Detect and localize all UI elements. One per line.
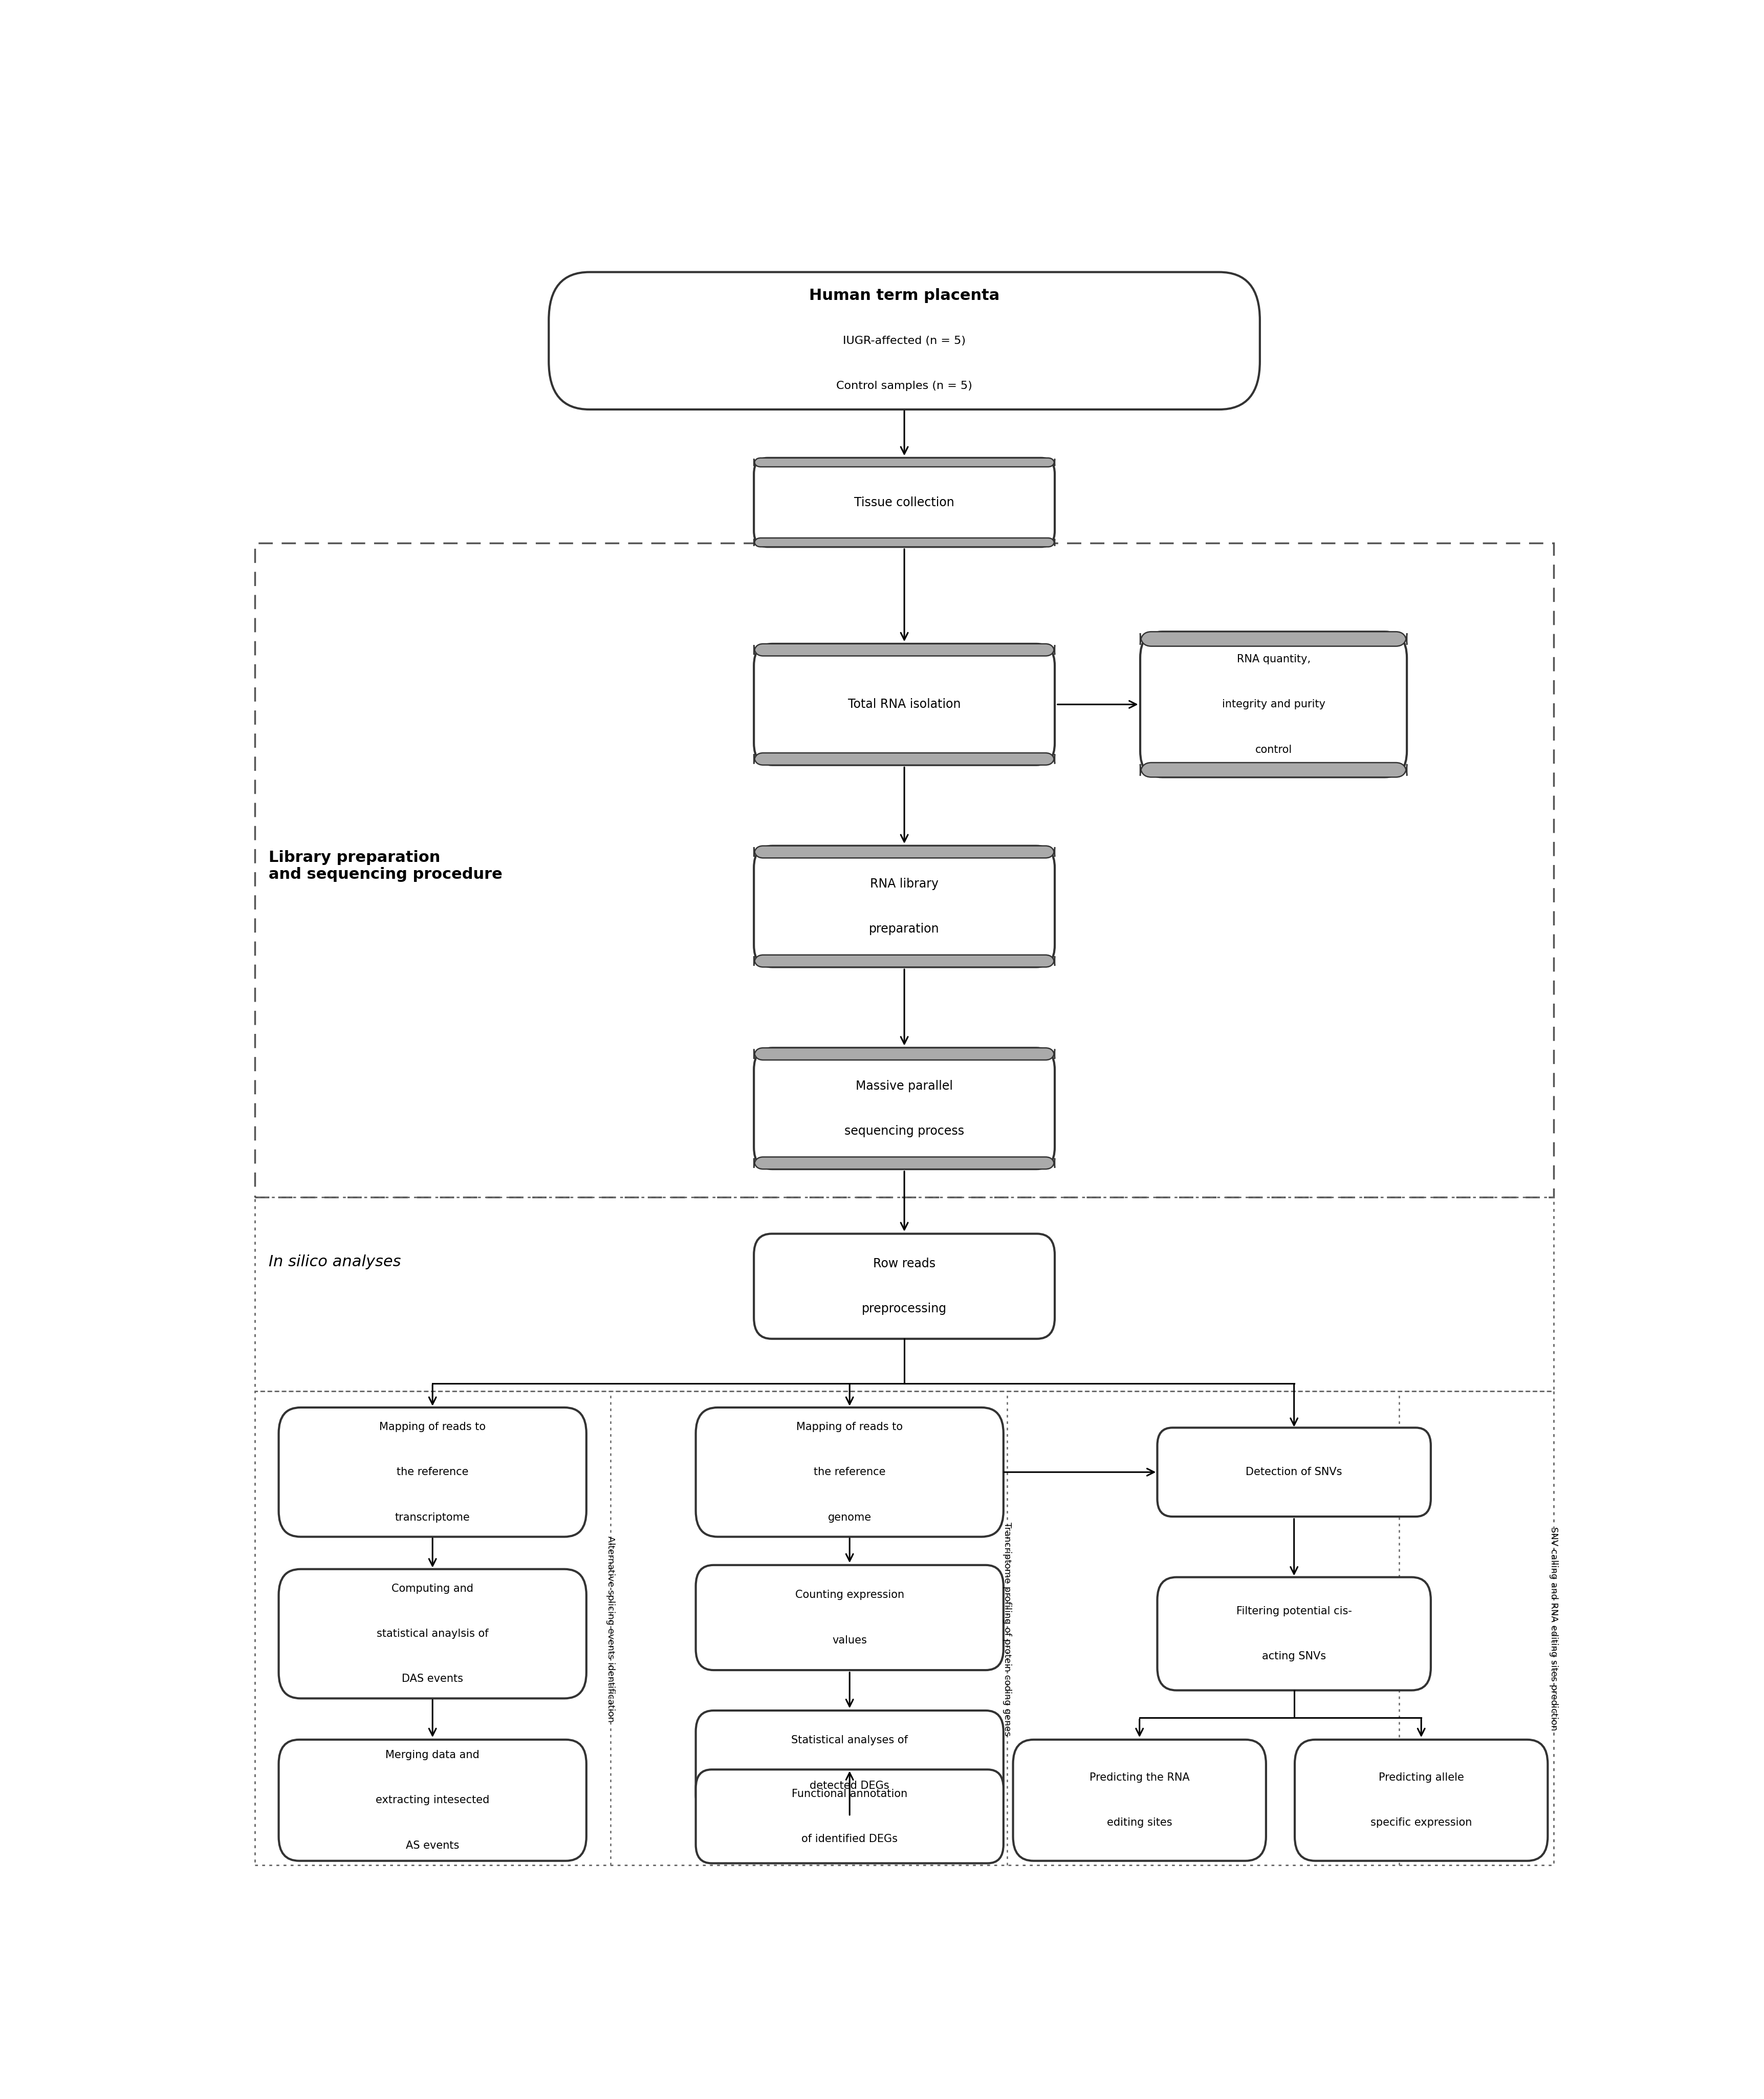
Text: Human term placenta: Human term placenta — [810, 288, 998, 302]
Text: In silico analyses: In silico analyses — [268, 1255, 400, 1270]
FancyBboxPatch shape — [279, 1740, 586, 1862]
Text: Predicting the RNA: Predicting the RNA — [1088, 1772, 1189, 1782]
Text: Detection of SNVs: Detection of SNVs — [1245, 1467, 1342, 1478]
FancyBboxPatch shape — [1140, 632, 1406, 646]
Text: of identified DEGs: of identified DEGs — [801, 1835, 898, 1845]
Bar — [254, 544, 1554, 1196]
Text: Predicting allele: Predicting allele — [1378, 1772, 1464, 1782]
Text: Tissue collection: Tissue collection — [854, 495, 954, 508]
Text: Mapping of reads to: Mapping of reads to — [379, 1421, 485, 1432]
Text: Statistical analyses of: Statistical analyses of — [790, 1736, 908, 1746]
FancyBboxPatch shape — [1157, 1576, 1431, 1690]
FancyBboxPatch shape — [753, 846, 1055, 858]
Text: Merging data and: Merging data and — [385, 1751, 480, 1761]
FancyBboxPatch shape — [279, 1570, 586, 1698]
FancyBboxPatch shape — [753, 1157, 1055, 1169]
Text: the reference: the reference — [813, 1467, 886, 1478]
Text: specific expression: specific expression — [1371, 1818, 1471, 1828]
Text: sequencing process: sequencing process — [845, 1125, 963, 1138]
Text: Control samples (n = 5): Control samples (n = 5) — [836, 380, 972, 390]
Text: editing sites: editing sites — [1106, 1818, 1171, 1828]
Text: genome: genome — [827, 1511, 871, 1522]
FancyBboxPatch shape — [753, 1234, 1055, 1339]
FancyBboxPatch shape — [695, 1711, 1004, 1816]
Text: extracting intesected: extracting intesected — [376, 1795, 489, 1805]
Text: acting SNVs: acting SNVs — [1261, 1652, 1327, 1662]
Bar — [254, 1392, 1554, 1864]
Text: the reference: the reference — [397, 1467, 467, 1478]
Text: values: values — [833, 1635, 866, 1646]
FancyBboxPatch shape — [753, 846, 1055, 968]
FancyBboxPatch shape — [549, 273, 1259, 409]
FancyBboxPatch shape — [695, 1566, 1004, 1671]
Text: Filtering potential cis-: Filtering potential cis- — [1237, 1606, 1351, 1616]
FancyBboxPatch shape — [1013, 1740, 1265, 1862]
Text: IUGR-affected (n = 5): IUGR-affected (n = 5) — [843, 336, 965, 346]
Text: control: control — [1254, 745, 1291, 756]
Text: Library preparation
and sequencing procedure: Library preparation and sequencing proce… — [268, 850, 503, 882]
Text: RNA quantity,: RNA quantity, — [1237, 655, 1311, 663]
FancyBboxPatch shape — [753, 537, 1055, 548]
Text: Computing and: Computing and — [392, 1583, 473, 1593]
FancyBboxPatch shape — [753, 644, 1055, 655]
Text: integrity and purity: integrity and purity — [1221, 699, 1325, 709]
Text: statistical anaylsis of: statistical anaylsis of — [376, 1629, 489, 1639]
Text: DAS events: DAS events — [402, 1673, 464, 1683]
Text: Trancriptome profiling of protein coding genes: Trancriptome profiling of protein coding… — [1002, 1522, 1011, 1736]
Text: RNA library: RNA library — [870, 877, 938, 890]
FancyBboxPatch shape — [279, 1408, 586, 1536]
FancyBboxPatch shape — [753, 754, 1055, 764]
Text: preprocessing: preprocessing — [861, 1303, 947, 1316]
Text: Massive parallel: Massive parallel — [856, 1079, 953, 1091]
Text: Row reads: Row reads — [873, 1257, 935, 1270]
FancyBboxPatch shape — [1140, 762, 1406, 777]
Text: Alternative splicing events identification: Alternative splicing events identificati… — [605, 1536, 614, 1721]
Bar — [254, 1196, 1554, 1392]
FancyBboxPatch shape — [753, 458, 1055, 466]
Text: preparation: preparation — [870, 924, 938, 936]
FancyBboxPatch shape — [753, 955, 1055, 968]
Text: SNV calling and RNA editing sites prediction: SNV calling and RNA editing sites predic… — [1549, 1526, 1558, 1732]
FancyBboxPatch shape — [695, 1408, 1004, 1536]
Text: Total RNA isolation: Total RNA isolation — [848, 699, 960, 712]
Text: Functional annotation: Functional annotation — [792, 1788, 907, 1799]
FancyBboxPatch shape — [1295, 1740, 1547, 1862]
FancyBboxPatch shape — [753, 458, 1055, 548]
Text: AS events: AS events — [406, 1841, 459, 1851]
FancyBboxPatch shape — [753, 1047, 1055, 1169]
FancyBboxPatch shape — [753, 1047, 1055, 1060]
Text: transcriptome: transcriptome — [395, 1511, 469, 1522]
Text: detected DEGs: detected DEGs — [810, 1780, 889, 1790]
Text: Counting expression: Counting expression — [796, 1589, 903, 1599]
Text: Mapping of reads to: Mapping of reads to — [796, 1421, 903, 1432]
FancyBboxPatch shape — [1140, 632, 1406, 777]
FancyBboxPatch shape — [753, 644, 1055, 764]
FancyBboxPatch shape — [695, 1769, 1004, 1864]
FancyBboxPatch shape — [1157, 1427, 1431, 1518]
